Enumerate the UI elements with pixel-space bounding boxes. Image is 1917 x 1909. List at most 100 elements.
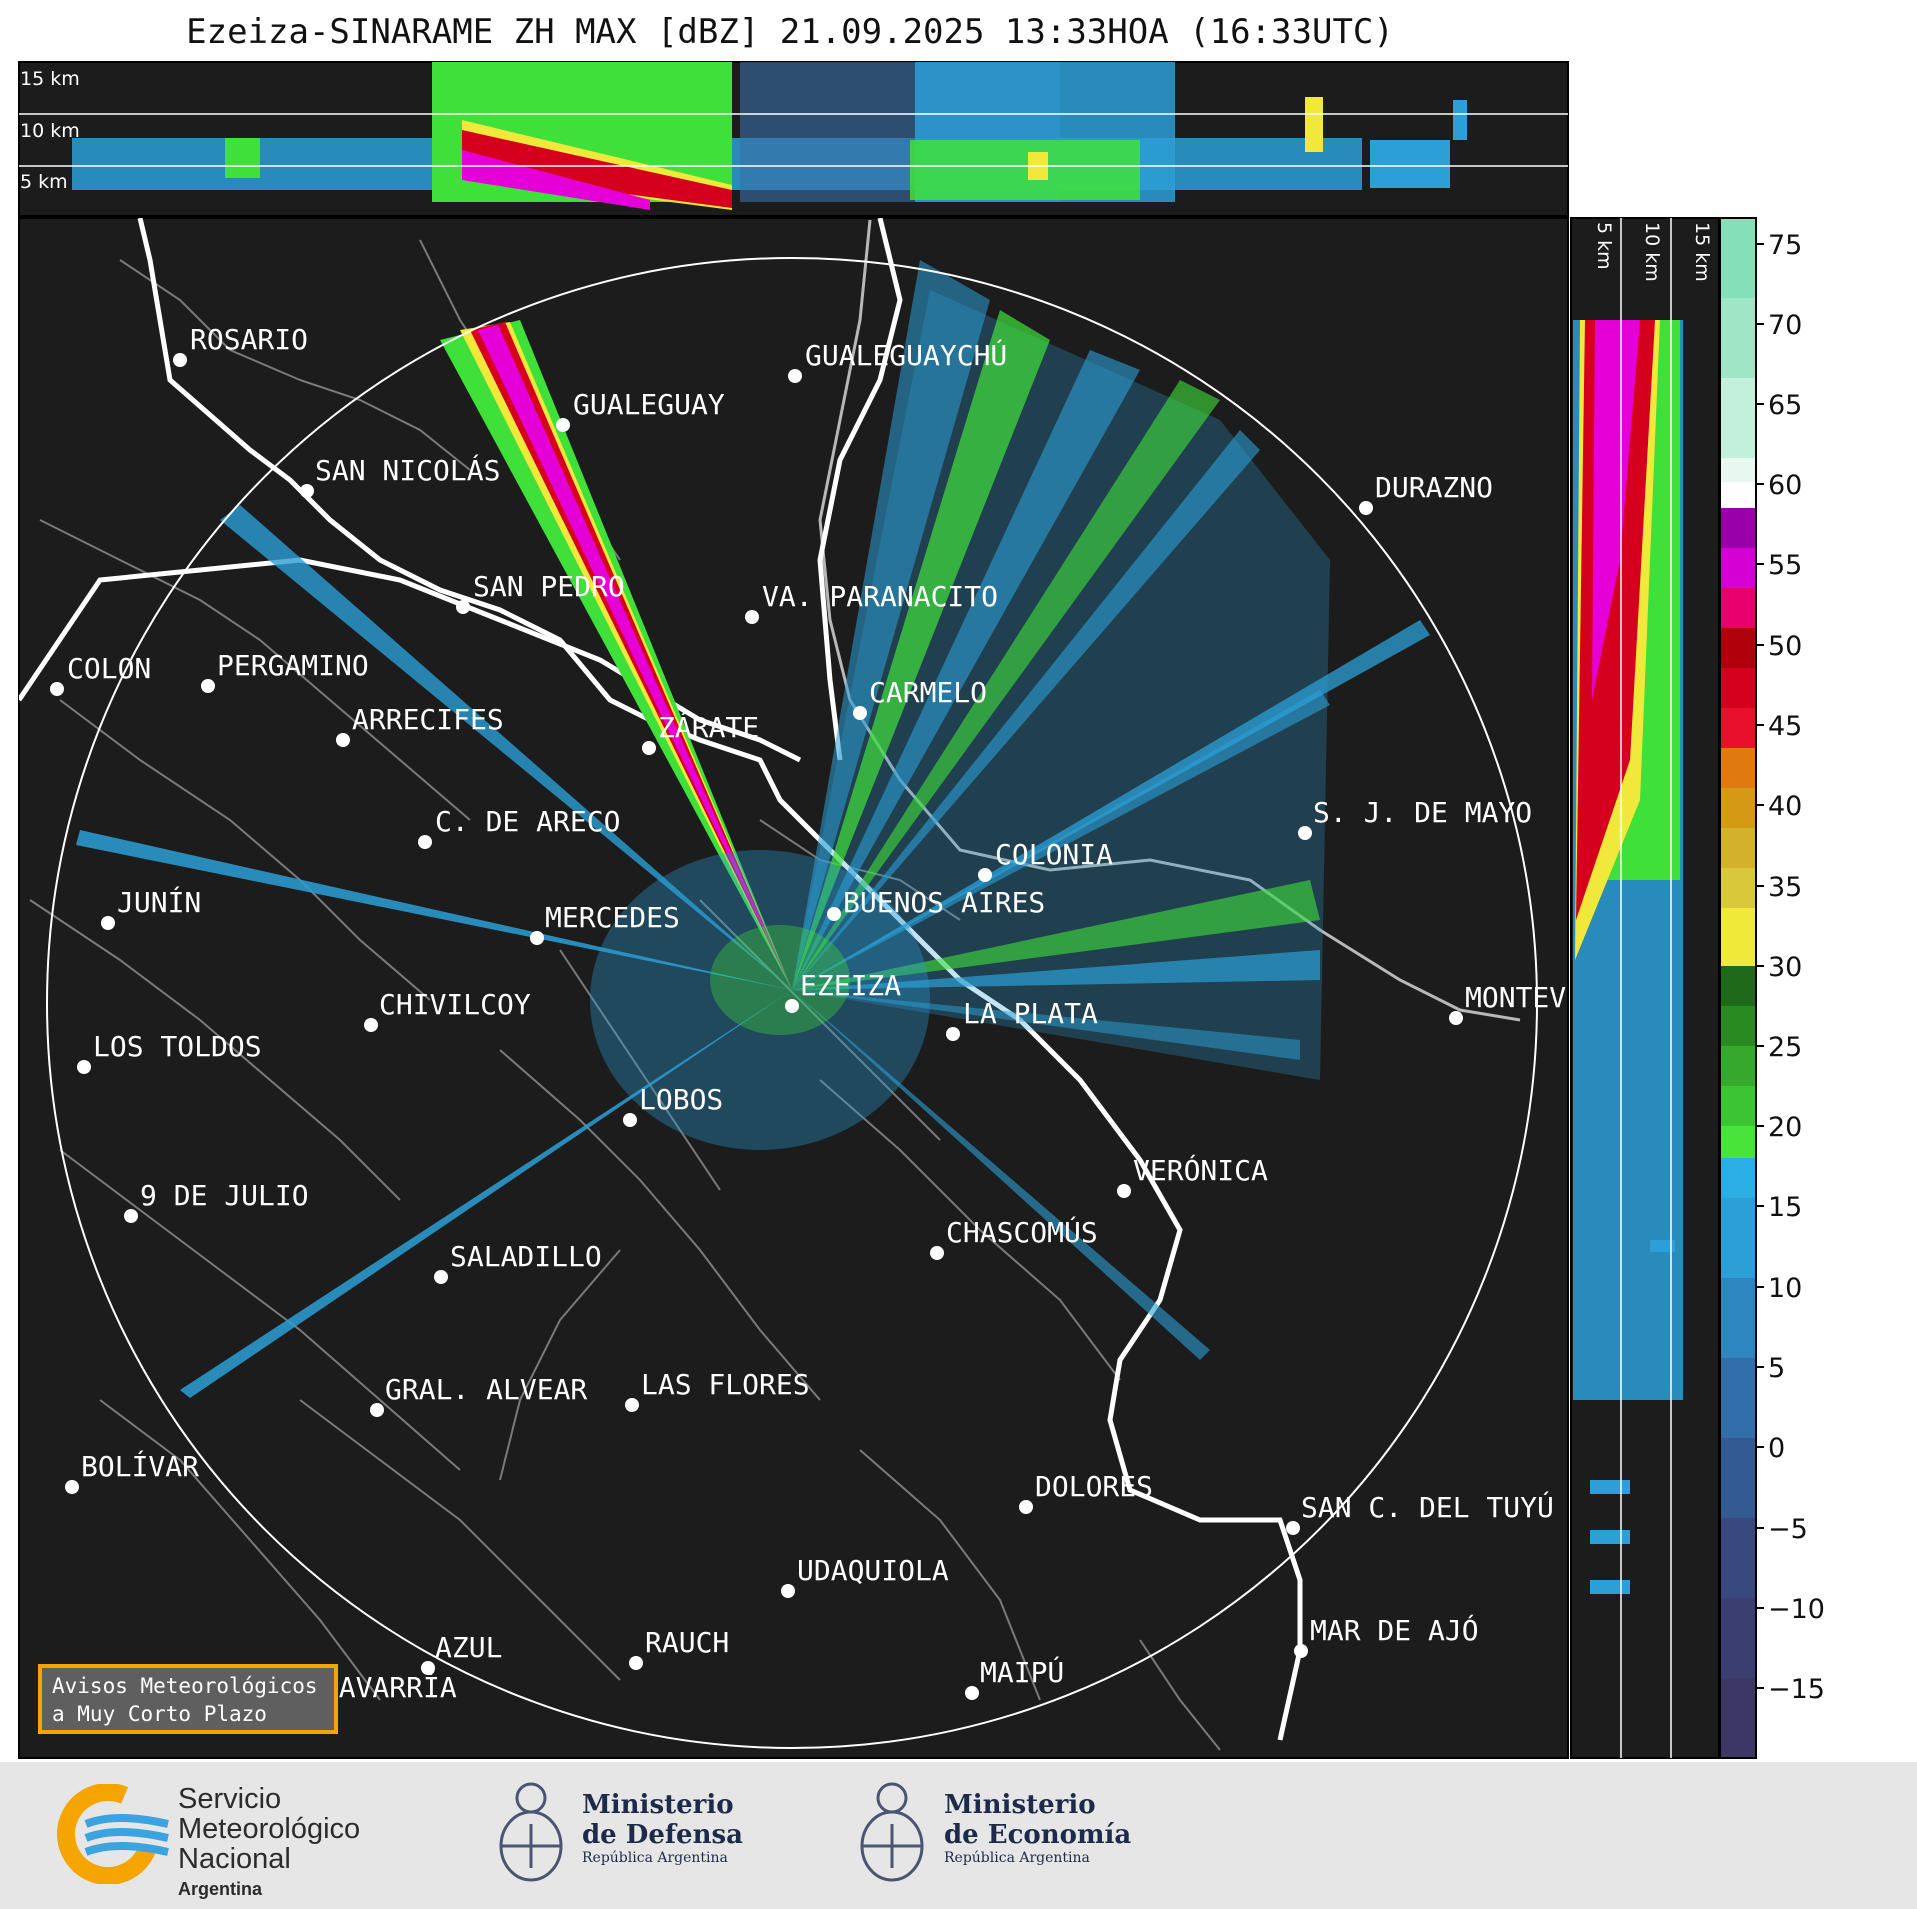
economia-logo-text: Ministerio de Economía República Argenti… <box>944 1790 1131 1866</box>
defensa-line-1: Ministerio <box>582 1790 734 1820</box>
city-rauch: RAUCH <box>629 1626 729 1670</box>
city-gral-alvear: GRAL. ALVEAR <box>370 1373 587 1417</box>
city-san-pedro: SAN PEDRO <box>456 570 625 614</box>
svg-text:MONTEV: MONTEV <box>1465 981 1566 1014</box>
svg-text:CHASCOMÚS: CHASCOMÚS <box>946 1215 1098 1249</box>
city-pergamino: PERGAMINO <box>201 649 369 693</box>
svg-text:MAIPÚ: MAIPÚ <box>980 1655 1064 1689</box>
svg-text:SAN C. DEL TUYÚ: SAN C. DEL TUYÚ <box>1301 1490 1554 1524</box>
city-chascomus: CHASCOMÚS <box>930 1215 1098 1260</box>
city-montev: MONTEV <box>1449 981 1566 1025</box>
city-arrecifes: ARRECIFES <box>336 703 504 747</box>
svg-text:MAR DE AJÓ: MAR DE AJÓ <box>1310 1613 1479 1647</box>
defensa-line-2: de Defensa <box>582 1820 743 1850</box>
svg-text:COLON: COLON <box>67 652 151 685</box>
defensa-line-3: República Argentina <box>582 1850 728 1866</box>
city-saladillo: SALADILLO <box>434 1240 602 1284</box>
svg-text:LAS FLORES: LAS FLORES <box>641 1368 810 1401</box>
city-veronica: VERÓNICA <box>1117 1153 1268 1198</box>
top-km-label-5: 5 km <box>20 171 68 193</box>
economia-line-3: República Argentina <box>944 1850 1090 1866</box>
city-ezeiza: EZEIZA <box>785 969 901 1013</box>
side-km-label-10: 10 km <box>1641 222 1663 282</box>
city-junin: JUNÍN <box>101 885 201 930</box>
colorbar-tick: 75 <box>1768 230 1802 261</box>
chart-title: Ezeiza-SINARAME ZH MAX [dBZ] 21.09.2025 … <box>186 12 1394 52</box>
top-km-label-15: 15 km <box>20 68 80 90</box>
alert-link-box[interactable]: Avisos Meteorológicos a Muy Corto Plazo <box>38 1664 338 1734</box>
radar-figure: 15 km 10 km 5 km <box>18 61 1825 1759</box>
smn-line-2: Meteorológico <box>178 1813 361 1845</box>
svg-text:CHIVILCOY: CHIVILCOY <box>379 988 531 1021</box>
city-lobos: LOBOS <box>623 1083 723 1127</box>
coat-of-arms-icon <box>860 1782 924 1882</box>
colorbar-tick: 5 <box>1768 1353 1785 1384</box>
city-las-flores: LAS FLORES <box>625 1368 810 1412</box>
side-km-label-5: 5 km <box>1593 222 1615 270</box>
svg-text:BOLÍVAR: BOLÍVAR <box>81 1449 199 1483</box>
economia-line-1: Ministerio <box>944 1790 1096 1820</box>
svg-text:JUNÍN: JUNÍN <box>117 885 201 919</box>
alert-line-2: a Muy Corto Plazo <box>52 1702 267 1726</box>
defensa-logo-text: Ministerio de Defensa República Argentin… <box>582 1790 743 1866</box>
city-san-nicolas: SAN NICOLÁS <box>300 453 500 498</box>
city-gualeguay: GUALEGUAY <box>556 388 725 432</box>
colorbar-tick: −5 <box>1768 1514 1808 1545</box>
city-colonia: COLONIA <box>978 838 1113 882</box>
city-rosario: ROSARIO <box>173 323 308 367</box>
city-markers: ROSARIO GUALEGUAYCHÚ GUALEGUAY SAN NICOL… <box>50 323 1566 1715</box>
side-section-panel: 5 km 10 km 15 km <box>1570 217 1720 1759</box>
city-9-de-julio: 9 DE JULIO <box>124 1179 309 1223</box>
colorbar-tick: 60 <box>1768 470 1802 501</box>
svg-text:ZÁRATE: ZÁRATE <box>658 710 759 744</box>
colorbar-tick: 50 <box>1768 631 1802 662</box>
svg-text:VA. PARANACITO: VA. PARANACITO <box>762 580 998 613</box>
svg-text:BUENOS AIRES: BUENOS AIRES <box>843 886 1045 919</box>
city-s-j-de-mayo: S. J. DE MAYO <box>1298 796 1532 840</box>
colorbar-tick: 35 <box>1768 872 1802 903</box>
svg-text:AZUL: AZUL <box>435 1631 502 1664</box>
svg-text:LA PLATA: LA PLATA <box>963 997 1098 1030</box>
svg-text:GUALEGUAYCHÚ: GUALEGUAYCHÚ <box>805 338 1007 372</box>
svg-text:SAN PEDRO: SAN PEDRO <box>473 570 625 603</box>
svg-text:RAUCH: RAUCH <box>645 1626 729 1659</box>
city-mercedes: MERCEDES <box>530 901 680 945</box>
radar-range-ring <box>46 257 1538 1749</box>
svg-text:DURAZNO: DURAZNO <box>1375 471 1493 504</box>
radar-map-panel: ROSARIO GUALEGUAYCHÚ GUALEGUAY SAN NICOL… <box>18 217 1569 1759</box>
svg-text:CARMELO: CARMELO <box>869 676 987 709</box>
top-section-panel: 15 km 10 km 5 km <box>18 61 1569 217</box>
svg-text:GUALEGUAY: GUALEGUAY <box>573 388 725 421</box>
colorbar-tick: 45 <box>1768 711 1802 742</box>
coat-of-arms-icon <box>499 1782 563 1882</box>
city-buenos-aires: BUENOS AIRES <box>827 886 1045 921</box>
svg-text:9 DE JULIO: 9 DE JULIO <box>140 1179 309 1212</box>
svg-text:DOLORES: DOLORES <box>1035 1470 1153 1503</box>
svg-text:UDAQUIOLA: UDAQUIOLA <box>797 1554 949 1587</box>
svg-text:COLONIA: COLONIA <box>995 838 1113 871</box>
border-line <box>19 557 802 763</box>
colorbar-tick: 0 <box>1768 1433 1785 1464</box>
colorbar: 75 70 65 60 55 50 45 40 35 30 25 20 15 1… <box>1719 217 1825 1759</box>
river-outline <box>818 219 1521 1022</box>
svg-text:S. J. DE MAYO: S. J. DE MAYO <box>1313 796 1532 829</box>
colorbar-tick: 40 <box>1768 791 1802 822</box>
colorbar-tick: 70 <box>1768 310 1802 341</box>
city-udaquiola: UDAQUIOLA <box>781 1554 949 1598</box>
city-gualeguaychu: GUALEGUAYCHÚ <box>788 338 1007 383</box>
svg-text:C. DE ARECO: C. DE ARECO <box>435 805 620 838</box>
city-colon: COLON <box>50 652 151 696</box>
uruguay-border <box>817 218 903 761</box>
footer-logos: Servicio Meteorológico Nacional Argentin… <box>0 1762 1917 1909</box>
svg-text:SALADILLO: SALADILLO <box>450 1240 602 1273</box>
svg-text:LOBOS: LOBOS <box>639 1083 723 1116</box>
colorbar-tick: 10 <box>1768 1273 1802 1304</box>
svg-text:ROSARIO: ROSARIO <box>190 323 308 356</box>
city-mar-de-ajo: MAR DE AJÓ <box>1294 1613 1479 1658</box>
economia-line-2: de Economía <box>944 1820 1132 1850</box>
radar-echoes <box>76 260 1430 1398</box>
svg-text:ARRECIFES: ARRECIFES <box>352 703 504 736</box>
city-va-paranacito: VA. PARANACITO <box>745 580 998 624</box>
svg-text:VERÓNICA: VERÓNICA <box>1133 1153 1268 1187</box>
city-la-plata: LA PLATA <box>946 997 1098 1041</box>
